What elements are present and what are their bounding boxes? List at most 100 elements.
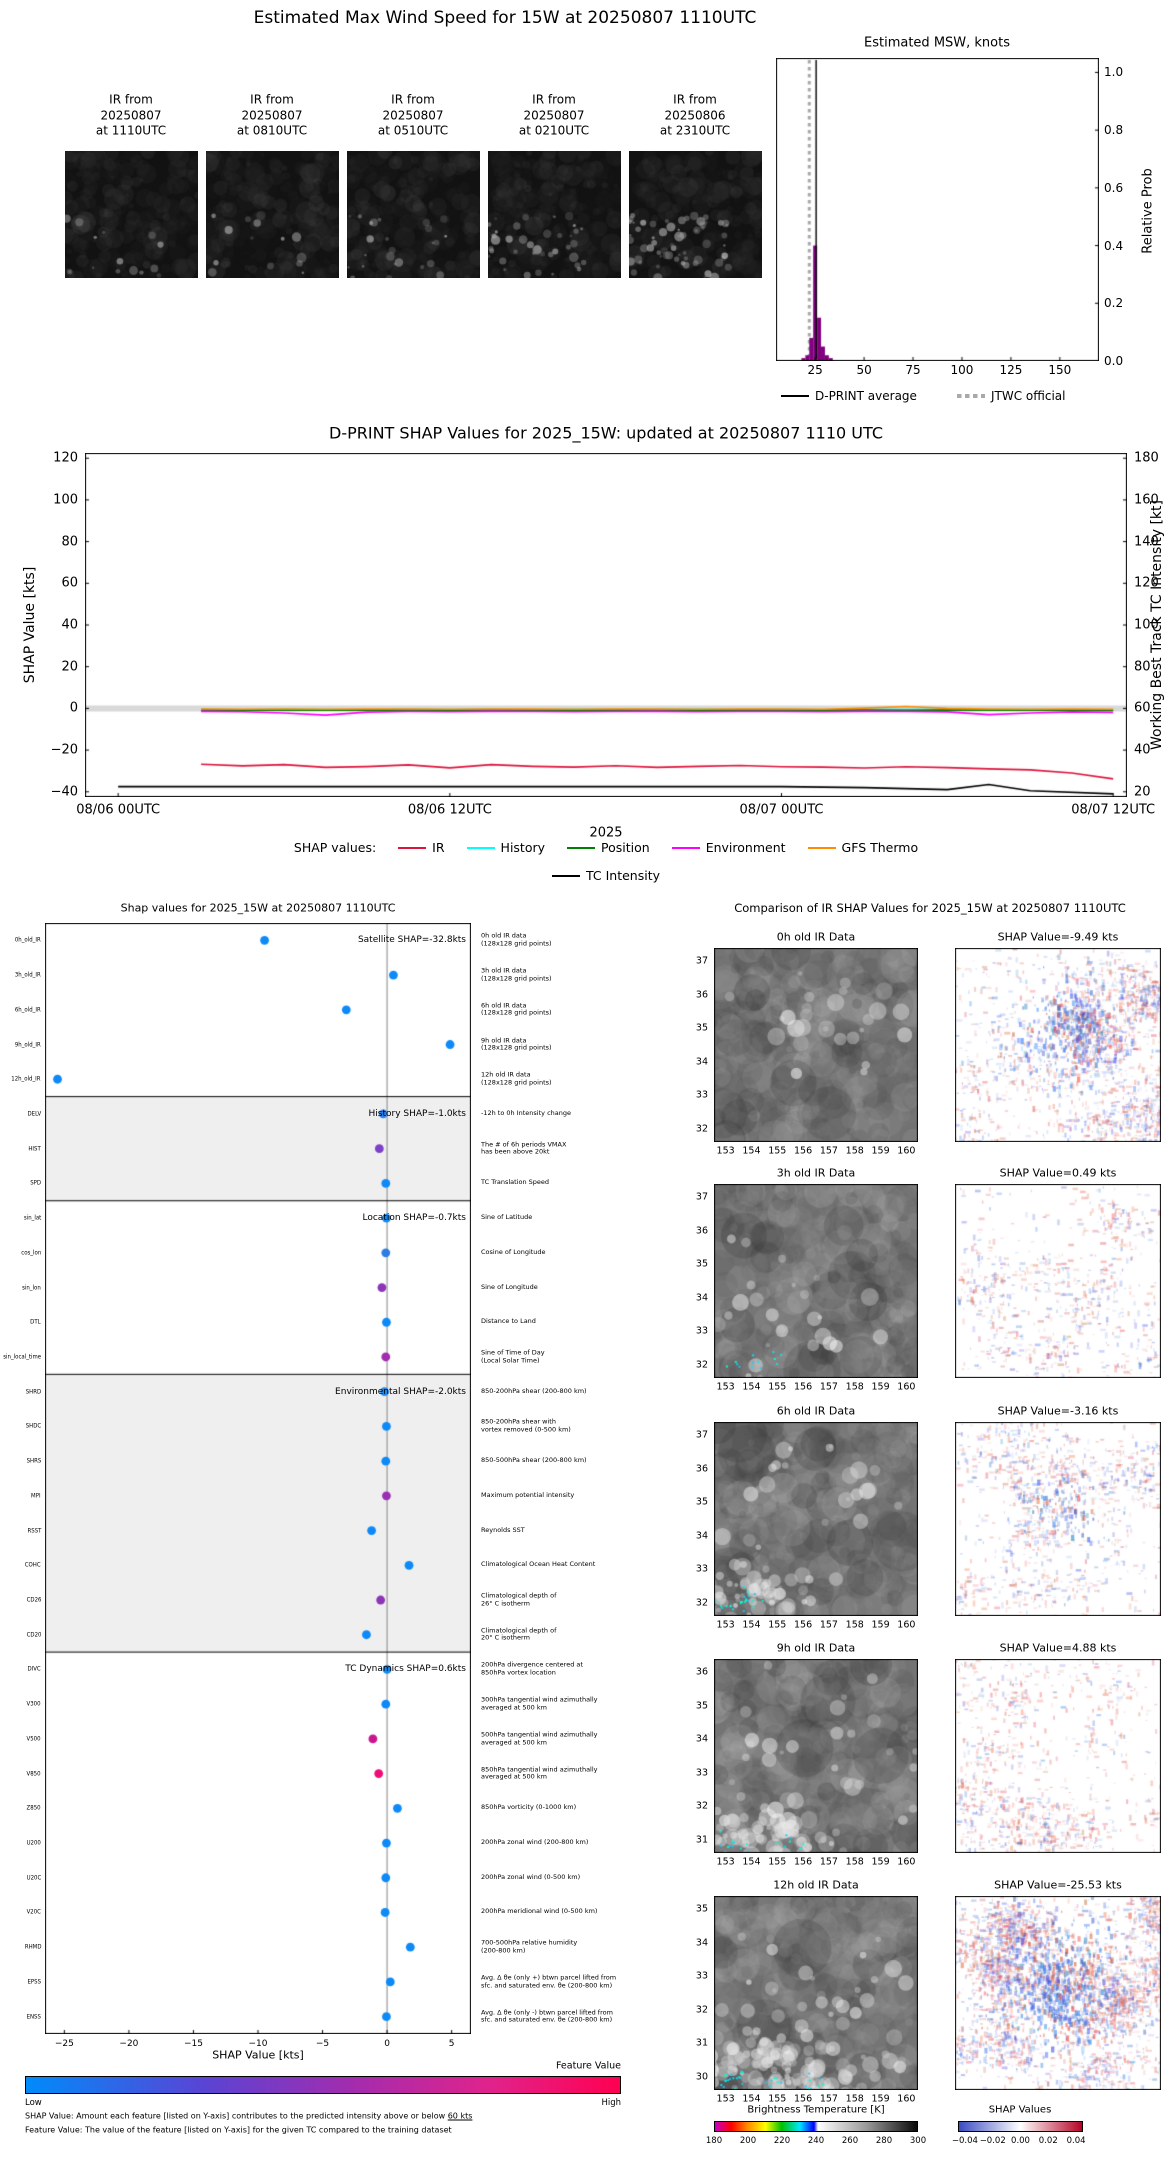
- ir-panel-image-9h: [714, 1659, 918, 1853]
- bt-colorbar-tick: 260: [841, 2136, 859, 2146]
- feature-desc-line: 850-500hPa shear (200-800 km): [481, 1456, 587, 1465]
- lon-tick-label: 154: [742, 1145, 761, 1157]
- timeseries-ytick-right: 20: [1134, 784, 1151, 800]
- lat-tick-label: 32: [695, 1597, 708, 1609]
- histogram-xtick-label: 100: [950, 363, 974, 377]
- shap-panel-image-0h: [955, 948, 1161, 1142]
- feature-label-sin_lon: sin_lon: [22, 1284, 41, 1292]
- feature-desc-line: averaged at 500 km: [481, 1703, 547, 1712]
- legend-entry-environment: Environment: [671, 840, 786, 855]
- feature-desc-line: Sine of Latitude: [481, 1213, 533, 1222]
- timeseries-ylabel-left: SHAP Value [kts]: [22, 566, 38, 684]
- feature-label-cohc: COHC: [25, 1561, 41, 1569]
- feature-desc-line: sfc. and saturated env. θe (200-800 km): [481, 2015, 613, 2024]
- feature-label-v500: V500: [26, 1735, 41, 1743]
- legend-line-sample: [466, 846, 495, 849]
- ir-thumbnail-label-line: 20250807: [382, 108, 444, 123]
- feature-desc-line: 200hPa divergence centered at: [481, 1660, 583, 1669]
- feature-desc-line: 850hPa vortex location: [481, 1668, 556, 1677]
- feature-desc-dtl: Distance to Land: [481, 1318, 536, 1326]
- ir-thumbnail-label-line: IR from: [391, 92, 435, 107]
- feature-label-12h_old_ir: 12h_old_IR: [11, 1075, 41, 1083]
- legend-dprint-average: D-PRINT average: [781, 389, 917, 403]
- histogram-xtick-label: 50: [856, 363, 872, 377]
- feature-desc-line: Reynolds SST: [481, 1525, 525, 1534]
- ir-thumbnail-label-line: 20250806: [664, 108, 726, 123]
- feature-desc-line: Avg. Δ θe (only +) btwn parcel lifted fr…: [481, 1973, 617, 1982]
- feature-desc-spd: TC Translation Speed: [481, 1179, 549, 1188]
- timeseries-ytick-left: 80: [61, 534, 78, 550]
- lon-tick-label: 159: [871, 1145, 890, 1157]
- feature-label-rhmd: RHMD: [24, 1943, 41, 1951]
- bt-colorbar-tick: 240: [807, 2136, 825, 2146]
- lat-tick-label: 34: [695, 1530, 708, 1542]
- lat-tick-label: 37: [695, 955, 708, 967]
- legend-entry-tc-intensity: TC Intensity: [551, 868, 660, 883]
- lat-tick-label: 34: [695, 1937, 708, 1949]
- feature-label-v20c: V20C: [26, 1908, 41, 1916]
- histogram-xtick-label: 75: [905, 363, 921, 377]
- feature-desc-line: Sine of Time of Day: [481, 1348, 545, 1357]
- legend-line-sample: [671, 846, 700, 849]
- bt-colorbar-tick: 180: [705, 2136, 723, 2146]
- ir-panel-image-12h: [714, 1896, 918, 2090]
- lat-tick-label: 35: [695, 1496, 708, 1508]
- legend-label-jtwc-official: JTWC official: [991, 389, 1066, 403]
- feature-desc-line: 200hPa meridional wind (0-500 km): [481, 1907, 598, 1916]
- feature-desc-v850: 850hPa tangential wind azimuthally averag…: [481, 1764, 598, 1781]
- lon-tick-label: 153: [716, 1619, 735, 1631]
- legend-line-sample: [567, 846, 596, 849]
- feature-desc-rhmd: 700-500hPa relative humidity (200-800 km): [481, 1939, 577, 1955]
- feature-label-mpi: MPI: [31, 1492, 41, 1500]
- shap-colorbar-title: SHAP Values: [988, 2104, 1052, 2116]
- timeseries-xtick-label: 08/06 00UTC: [76, 802, 161, 818]
- feature-desc-cd26: Climatological depth of 26° C isotherm: [481, 1592, 556, 1607]
- lon-tick-label: 159: [871, 1381, 890, 1393]
- feature-desc-line: Climatological Ocean Heat Content: [481, 1560, 596, 1569]
- timeseries-ytick-left: 120: [53, 450, 78, 466]
- lat-tick-label: 33: [695, 1767, 708, 1779]
- lat-tick-label: 35: [695, 1258, 708, 1270]
- histogram-xtick-label: 150: [1048, 363, 1072, 377]
- ir-thumbnail-label-line: IR from: [250, 92, 294, 107]
- ir-thumbnail-image: [488, 151, 621, 278]
- ir-panel-title-9h: 9h old IR Data: [776, 1641, 856, 1655]
- feature-desc-shrd: 850-200hPa shear (200-800 km): [481, 1386, 587, 1396]
- ir-thumbnail-label: IR from 20250807 at 0510UTC: [378, 93, 448, 140]
- feature-label-v300: V300: [26, 1700, 41, 1708]
- timeseries-xlabel: 2025: [589, 825, 623, 841]
- timeseries-ytick-right: 140: [1134, 534, 1159, 550]
- ir-thumbnail-label-line: 20250807: [241, 108, 303, 123]
- timeseries-title: D-PRINT SHAP Values for 2025_15W: update…: [329, 423, 883, 443]
- dotplot-xtick-label: −10: [248, 2039, 268, 2049]
- ir-panel-title-12h: 12h old IR Data: [773, 1878, 859, 1892]
- timeseries-xtick-label: 08/06 12UTC: [407, 802, 492, 818]
- section-header: History SHAP=-1.0kts: [368, 1108, 466, 1119]
- feature-desc-line: 850hPa tangential wind azimuthally: [481, 1764, 598, 1773]
- lon-tick-label: 157: [819, 1145, 838, 1157]
- feature-desc-line: (128x128 grid points): [481, 974, 552, 983]
- ir-thumbnail-label: IR from 20250807 at 1110UTC: [96, 93, 166, 140]
- feature-desc-line: 850-200hPa shear (200-800 km): [481, 1386, 587, 1395]
- feature-label-cos_lon: cos_lon: [20, 1249, 41, 1257]
- feature-desc-line: sfc. and saturated env. θe (200-800 km): [481, 1980, 613, 1989]
- feature-label-v850: V850: [26, 1770, 41, 1778]
- feature-desc-z850: 850hPa vorticity (0-1000 km): [481, 1804, 576, 1813]
- dotplot-xtick-label: 5: [448, 2039, 455, 2049]
- feature-desc-shdc: 850-200hPa shear with vortex removed (0-5…: [481, 1418, 571, 1434]
- timeseries-ytick-right: 80: [1134, 659, 1151, 675]
- histogram-ytick-label: 0.4: [1104, 238, 1124, 253]
- lon-tick-label: 156: [794, 1619, 813, 1631]
- feature-desc-line: averaged at 500 km: [481, 1772, 547, 1781]
- section-header: Satellite SHAP=-32.8kts: [357, 935, 466, 946]
- feature-label-divc: DIVC: [27, 1665, 41, 1673]
- feature-desc-u200: 200hPa zonal wind (200-800 km): [481, 1839, 588, 1847]
- dotplot-xlabel: SHAP Value [kts]: [212, 2048, 304, 2062]
- ir-thumbnail-label-line: at 0810UTC: [236, 123, 308, 138]
- lat-tick-label: 32: [695, 1800, 708, 1812]
- timeseries-ytick-right: 60: [1134, 700, 1151, 716]
- timeseries-ytick-right: 40: [1134, 742, 1151, 758]
- timeseries-legend-title: SHAP values:: [293, 840, 377, 855]
- shap-colorbar-tick: 0.02: [1038, 2136, 1058, 2146]
- shap-panel-title-0h: SHAP Value=-9.49 kts: [997, 930, 1119, 944]
